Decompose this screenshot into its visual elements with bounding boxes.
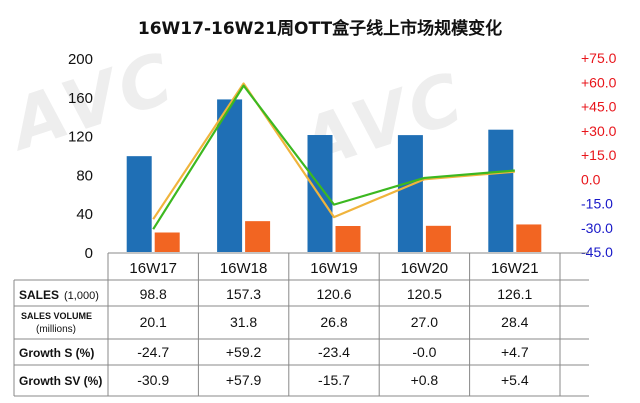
table-cell: 20.1 xyxy=(140,314,167,330)
right-axis-tick: -15.0 xyxy=(581,196,613,212)
right-axis-tick: +45.0 xyxy=(581,99,617,115)
left-axis-tick: 160 xyxy=(68,90,93,107)
chart-title: 16W17-16W21周OTT盒子线上市场规模变化 xyxy=(137,19,503,39)
table-cell: +4.7 xyxy=(501,344,529,360)
row-label-growth-s: Growth S (%) xyxy=(19,346,94,360)
bar-sales-volume xyxy=(245,221,271,252)
category-label: 16W18 xyxy=(220,260,268,277)
left-axis-tick: 0 xyxy=(85,245,93,262)
right-axis-tick: +30.0 xyxy=(581,123,617,139)
row-label-growth-sv: Growth SV (%) xyxy=(19,374,102,388)
category-label: 16W21 xyxy=(491,260,539,277)
bar-sales-volume xyxy=(516,224,542,252)
row-label-sales-unit: (1,000) xyxy=(64,290,99,302)
table-cell: -0.0 xyxy=(412,344,436,360)
right-axis-tick: 0.0 xyxy=(581,171,601,187)
table-cell: +5.4 xyxy=(501,372,529,388)
right-axis-tick: +15.0 xyxy=(581,147,617,163)
table-cell: +0.8 xyxy=(411,372,439,388)
row-label-sales: SALES xyxy=(19,288,59,302)
table-cell: -24.7 xyxy=(137,344,169,360)
bar-sales xyxy=(397,135,423,252)
category-label: 16W20 xyxy=(401,260,449,277)
bar-sales xyxy=(488,129,514,252)
table-cell: 126.1 xyxy=(497,286,532,302)
left-axis-tick: 80 xyxy=(76,167,93,184)
bar-sales xyxy=(307,135,333,252)
table-cell: 98.8 xyxy=(140,286,167,302)
right-axis-tick: -45.0 xyxy=(581,244,613,260)
row-label-volume: SALES VOLUME xyxy=(21,311,92,321)
left-axis-tick: 40 xyxy=(76,206,93,223)
table-cell: 28.4 xyxy=(501,314,528,330)
left-axis-tick: 200 xyxy=(68,51,93,68)
bar-sales-volume xyxy=(425,225,451,252)
line-growth-sv xyxy=(152,84,515,230)
category-label: 16W17 xyxy=(129,260,177,277)
right-axis-tick: -30.0 xyxy=(581,220,613,236)
table-cell: +57.9 xyxy=(226,372,262,388)
row-label-volume-unit: (millions) xyxy=(36,324,76,335)
left-axis-tick: 120 xyxy=(68,129,93,146)
table-cell: 120.6 xyxy=(316,286,351,302)
bar-sales xyxy=(126,156,152,252)
table-cell: -30.9 xyxy=(137,372,169,388)
table-cell: -23.4 xyxy=(318,344,350,360)
table-cell: 157.3 xyxy=(226,286,261,302)
table-cell: 31.8 xyxy=(230,314,257,330)
bar-sales-volume xyxy=(335,226,361,252)
table-cell: 26.8 xyxy=(320,314,347,330)
table-cell: 120.5 xyxy=(407,286,442,302)
bar-sales xyxy=(217,99,243,252)
category-label: 16W19 xyxy=(310,260,358,277)
table-cell: -15.7 xyxy=(318,372,350,388)
right-axis-tick: +60.0 xyxy=(581,74,617,90)
line-growth-s xyxy=(152,82,515,220)
bar-sales-volume xyxy=(154,232,180,252)
table-cell: 27.0 xyxy=(411,314,438,330)
right-axis-tick: +75.0 xyxy=(581,50,617,66)
table-cell: +59.2 xyxy=(226,344,262,360)
